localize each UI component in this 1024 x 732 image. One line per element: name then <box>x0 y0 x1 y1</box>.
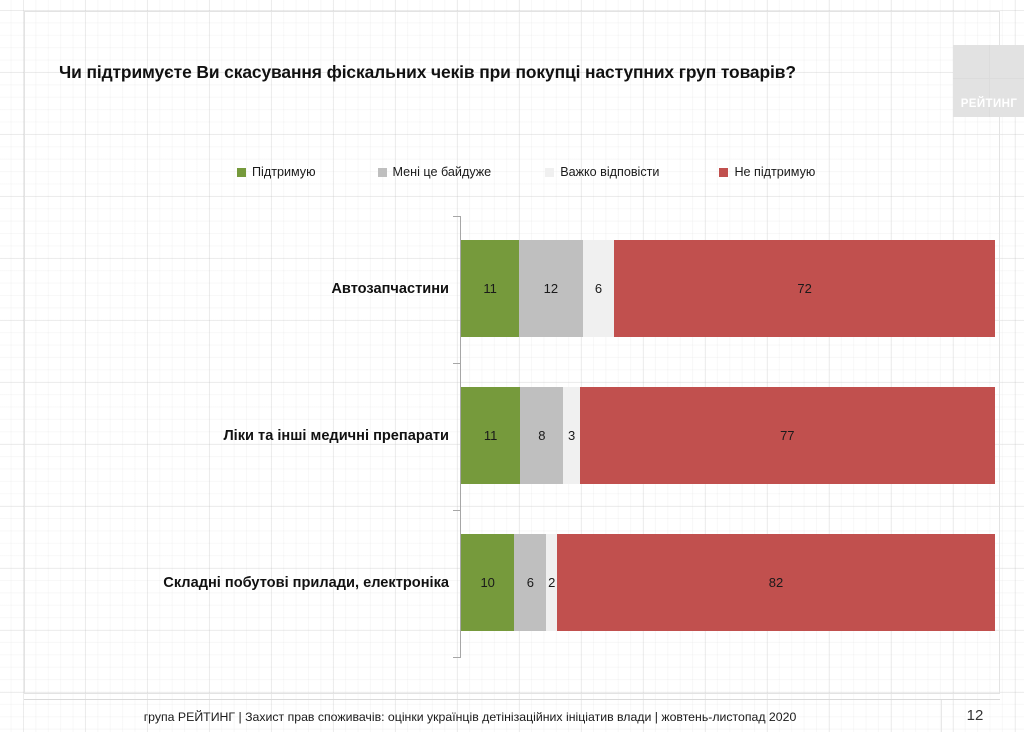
legend-swatch-icon <box>545 167 555 177</box>
bar-segment-value: 82 <box>768 575 784 590</box>
logo-label: РЕЙТИНГ <box>960 98 1018 110</box>
footer-caption: група РЕЙТИНГ | Захист прав споживачів: … <box>143 710 797 724</box>
bar-segment-value: 3 <box>567 428 576 443</box>
legend-item[interactable]: Важко відповісти <box>545 165 659 179</box>
footer-divider <box>24 699 1000 700</box>
bar-segment-value: 6 <box>526 575 535 590</box>
bar-segment-value: 77 <box>780 428 795 443</box>
bar-segment-value: 72 <box>797 281 812 296</box>
legend-item-label: Не підтримую <box>734 165 816 179</box>
logo-vertical-line <box>989 45 990 117</box>
bar-segment: 77 <box>579 387 995 484</box>
category-label-column: Автозапчастини Ліки та інші медичні преп… <box>25 12 449 695</box>
brand-logo: РЕЙТИНГ <box>953 45 1024 117</box>
axis-tick <box>453 216 461 217</box>
axis-tick <box>453 657 461 658</box>
bar-segment-value: 8 <box>538 428 546 443</box>
bar-segment: 3 <box>563 387 580 484</box>
legend-item[interactable]: Мені це байдуже <box>377 165 492 179</box>
stacked-bar-row: 10 6 2 82 <box>461 534 995 631</box>
bar-segment-value: 6 <box>594 281 603 296</box>
bar-segment: 72 <box>614 240 995 337</box>
slide-card: Чи підтримуєте Ви скасування фіскальних … <box>24 11 1024 695</box>
category-axis-line <box>460 216 461 657</box>
bar-segment: 10 <box>461 534 515 631</box>
stacked-bar-row: 11 8 3 77 <box>461 387 995 484</box>
stacked-bar-row: 11 12 6 72 <box>461 240 995 337</box>
category-label: Автозапчастини <box>331 281 449 297</box>
legend-swatch-icon <box>237 167 246 177</box>
bar-segment: 11 <box>461 387 521 484</box>
legend-item-label: Підтримую <box>252 165 316 179</box>
page-number: 12 <box>966 707 984 724</box>
bar-segment-value: 12 <box>543 281 559 296</box>
bar-segment: 6 <box>514 534 547 631</box>
legend-swatch-icon <box>719 167 729 177</box>
logo-horizontal-line <box>953 78 1024 79</box>
category-label: Ліки та інші медичні препарати <box>223 428 449 444</box>
legend-item-label: Мені це байдуже <box>392 165 492 179</box>
axis-tick <box>453 510 461 511</box>
bar-segment-value: 2 <box>548 575 556 590</box>
chart-legend: Підтримую Мені це байдуже Важко відповісти… <box>237 165 815 179</box>
legend-swatch-icon <box>377 167 387 177</box>
bar-segment: 6 <box>582 240 615 337</box>
bar-segment: 12 <box>519 240 583 337</box>
legend-item[interactable]: Не підтримую <box>719 165 815 179</box>
legend-item[interactable]: Підтримую <box>237 165 316 179</box>
bar-segment-value: 11 <box>483 281 497 296</box>
bar-segment-value: 11 <box>483 428 498 443</box>
chart-plot-area: Автозапчастини Ліки та інші медичні преп… <box>25 12 1001 695</box>
footer-vertical-divider <box>941 700 942 732</box>
bar-segment: 11 <box>461 240 520 337</box>
page-title: Чи підтримуєте Ви скасування фіскальних … <box>59 62 796 82</box>
bar-segment: 2 <box>546 534 558 631</box>
category-label: Складні побутові прилади, електроніка <box>163 575 449 591</box>
bar-segment: 82 <box>557 534 995 631</box>
legend-item-label: Важко відповісти <box>560 165 660 179</box>
bar-segment: 8 <box>520 387 564 484</box>
axis-tick <box>453 363 461 364</box>
bar-segment-value: 10 <box>480 575 495 590</box>
